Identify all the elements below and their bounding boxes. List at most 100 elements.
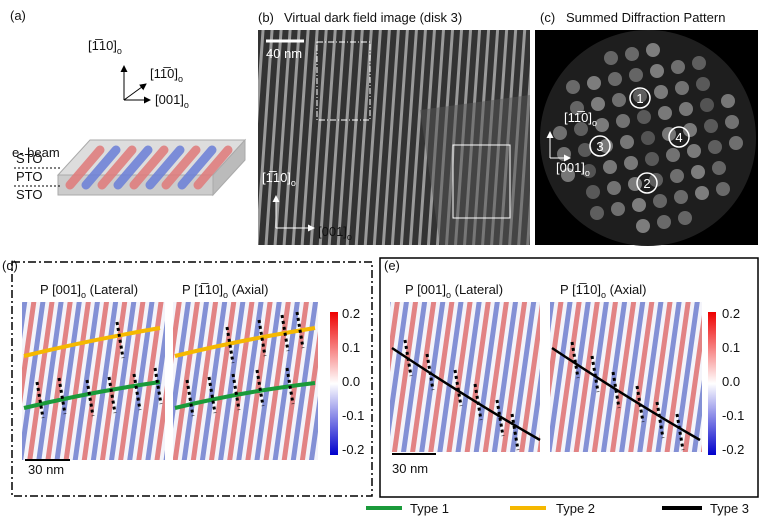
- colorbar-label: -0.2: [342, 442, 364, 457]
- spot: [700, 98, 714, 112]
- direction: [1̅10]o: [88, 38, 122, 56]
- spot: [591, 97, 605, 111]
- spot: [674, 190, 688, 204]
- colorbar-label: -0.2: [722, 442, 744, 457]
- panel-label: (d): [2, 258, 18, 273]
- colorbar-label: 0.2: [342, 306, 360, 321]
- spot: [636, 219, 650, 233]
- layer: PTO: [16, 169, 43, 184]
- spot: [590, 206, 604, 220]
- map-title: P [001]o (Lateral): [40, 282, 138, 300]
- spot: [671, 60, 685, 74]
- spot: [595, 118, 609, 132]
- spot: [666, 148, 680, 162]
- colorbar-label: 0.1: [722, 340, 740, 355]
- disk-number: 3: [596, 139, 603, 154]
- panel-a: (a) [1̅10]o [11̅0]o [001]o e- beam STO P…: [10, 8, 245, 202]
- spot: [632, 198, 646, 212]
- spot: [628, 177, 642, 191]
- spot: [658, 106, 672, 120]
- spot: [696, 77, 710, 91]
- polarization-map: [173, 302, 318, 460]
- polarization-map: [22, 302, 165, 460]
- spot: [586, 185, 600, 199]
- spot: [650, 64, 664, 78]
- colorbar-label: 0.0: [722, 374, 740, 389]
- spot: [625, 47, 639, 61]
- spot: [687, 144, 701, 158]
- spot: [620, 135, 634, 149]
- spot: [708, 140, 722, 154]
- polarization-map: [390, 302, 540, 452]
- spot: [691, 165, 705, 179]
- spot: [557, 147, 571, 161]
- map-title: P [1̅10]o (Axial): [182, 282, 268, 300]
- panel-b: (b) Virtual dark field image (disk 3) 40…: [258, 10, 530, 245]
- legend: Type 1 Type 2 Type 3: [366, 501, 749, 516]
- spot: [603, 160, 617, 174]
- spot: [624, 156, 638, 170]
- figure: (a) [1̅10]o [11̅0]o [001]o e- beam STO P…: [0, 0, 762, 516]
- colorbar-label: -0.1: [342, 408, 364, 423]
- scale-label: 30 nm: [392, 461, 428, 476]
- spot: [729, 136, 743, 150]
- spot: [704, 119, 718, 133]
- spot: [629, 68, 643, 82]
- polarization-map: [550, 302, 702, 452]
- spot: [604, 51, 618, 65]
- spot: [678, 211, 692, 225]
- panel-title: Summed Diffraction Pattern: [566, 10, 725, 25]
- spot: [692, 56, 706, 70]
- layer: STO: [16, 151, 43, 166]
- spot: [607, 181, 621, 195]
- panel-c: (c) Summed Diffraction Pattern 1 2 3 4 […: [535, 10, 758, 246]
- spot: [587, 76, 601, 90]
- disk-number: 1: [636, 91, 643, 106]
- colorbar-label: -0.1: [722, 408, 744, 423]
- panel-title: Virtual dark field image (disk 3): [284, 10, 462, 25]
- spot: [616, 114, 630, 128]
- direction: [001]o: [155, 92, 189, 110]
- spot: [608, 72, 622, 86]
- colorbar-label: 0.1: [342, 340, 360, 355]
- spot: [612, 93, 626, 107]
- colorbar: [708, 312, 716, 455]
- disk-number: 2: [643, 176, 650, 191]
- panel-d: (d) P [001]o (Lateral) P [1̅10]o (Axial)…: [2, 258, 372, 496]
- spot: [646, 43, 660, 57]
- spot: [654, 85, 668, 99]
- panel-e: (e) P [001]o (Lateral) P [1̅10]o (Axial)…: [380, 258, 758, 497]
- panel-label: (b): [258, 10, 274, 25]
- spot: [611, 202, 625, 216]
- colorbar: [330, 312, 338, 455]
- spot: [725, 115, 739, 129]
- spot: [712, 161, 726, 175]
- panel-label: (a): [10, 8, 26, 23]
- spot: [566, 80, 580, 94]
- scale-label: 30 nm: [28, 462, 64, 477]
- layer: STO: [16, 187, 43, 202]
- map-title: P [1̅10]o (Axial): [560, 282, 646, 300]
- legend-label: Type 3: [710, 501, 749, 516]
- colorbar-label: 0.0: [342, 374, 360, 389]
- disk-number: 4: [675, 130, 682, 145]
- spot: [645, 152, 659, 166]
- spot: [675, 81, 689, 95]
- spot: [679, 102, 693, 116]
- spot: [637, 110, 651, 124]
- spot: [553, 126, 567, 140]
- direction: [11̅0]o: [150, 66, 183, 84]
- spot: [716, 182, 730, 196]
- spot: [657, 215, 671, 229]
- panel-label: (e): [384, 258, 400, 273]
- spot: [721, 94, 735, 108]
- map-title: P [001]o (Lateral): [405, 282, 503, 300]
- colorbar-label: 0.2: [722, 306, 740, 321]
- legend-label: Type 2: [556, 501, 595, 516]
- spot: [670, 169, 684, 183]
- spot: [641, 131, 655, 145]
- legend-label: Type 1: [410, 501, 449, 516]
- axis-arrow: [124, 84, 146, 100]
- panel-label: (c): [540, 10, 555, 25]
- scale-label: 40 nm: [266, 46, 302, 61]
